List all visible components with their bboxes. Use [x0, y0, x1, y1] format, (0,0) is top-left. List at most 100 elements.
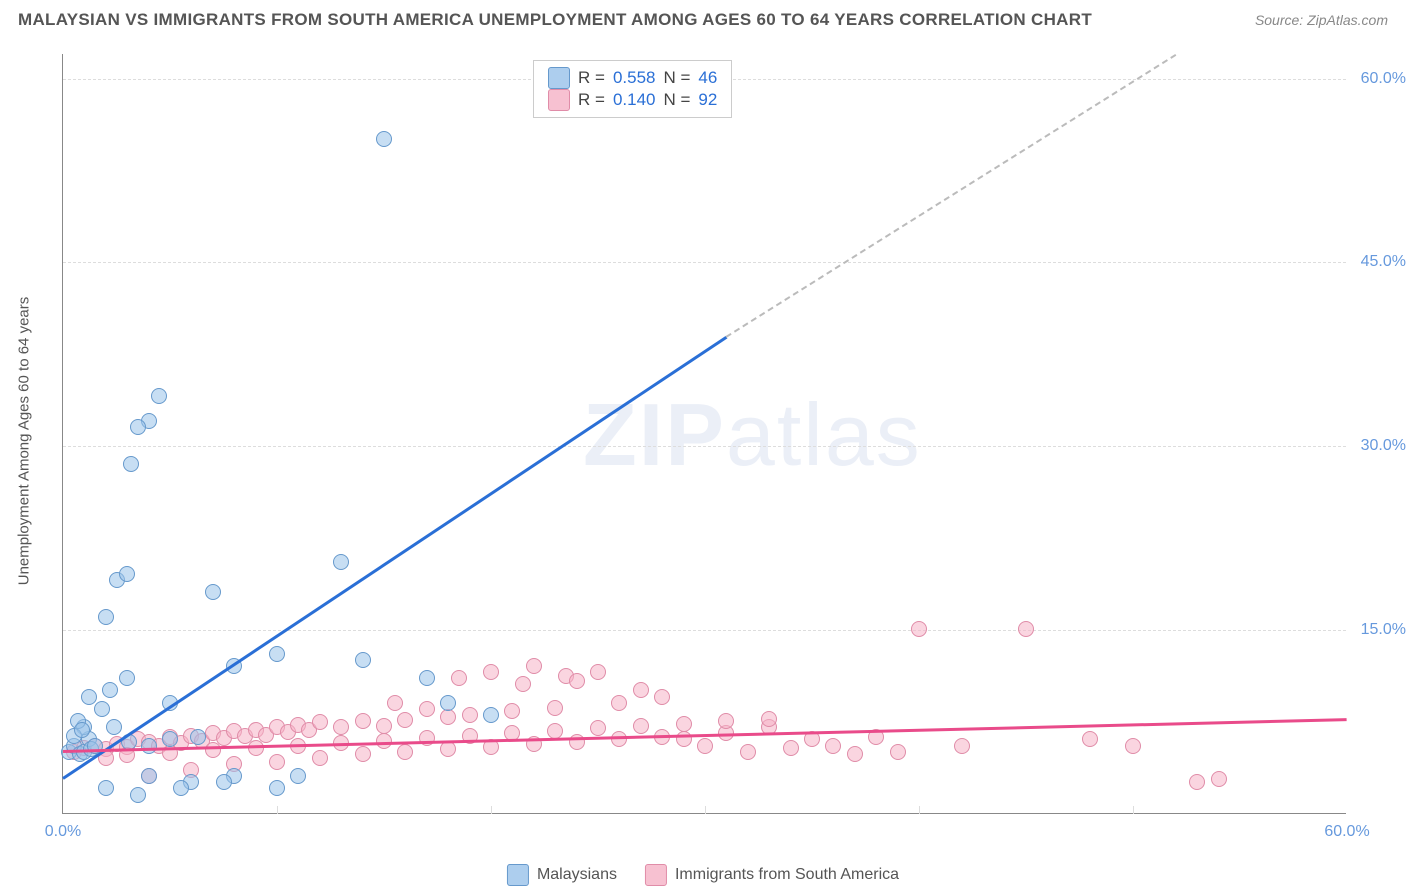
data-point: [290, 768, 306, 784]
data-point: [1211, 771, 1227, 787]
data-point: [173, 780, 189, 796]
data-point: [504, 703, 520, 719]
data-point: [130, 787, 146, 803]
legend-item: Malaysians: [507, 864, 617, 886]
data-point: [676, 716, 692, 732]
data-point: [205, 584, 221, 600]
data-point: [483, 664, 499, 680]
data-point: [162, 731, 178, 747]
data-point: [847, 746, 863, 762]
data-point: [102, 682, 118, 698]
gridline: [63, 630, 1346, 631]
gridline: [919, 806, 920, 814]
data-point: [190, 729, 206, 745]
correlation-chart: Unemployment Among Ages 60 to 64 years Z…: [48, 46, 1358, 836]
data-point: [611, 695, 627, 711]
n-label: N =: [663, 68, 690, 88]
data-point: [81, 689, 97, 705]
data-point: [890, 744, 906, 760]
data-point: [130, 419, 146, 435]
data-point: [119, 670, 135, 686]
stats-row: R = 0.558 N = 46: [548, 67, 717, 89]
data-point: [312, 750, 328, 766]
data-point: [98, 780, 114, 796]
legend-swatch-icon: [548, 89, 570, 111]
data-point: [94, 701, 110, 717]
data-point: [911, 621, 927, 637]
data-point: [312, 714, 328, 730]
data-point: [141, 768, 157, 784]
data-point: [119, 566, 135, 582]
gridline: [63, 446, 1346, 447]
data-point: [590, 664, 606, 680]
n-value: 46: [698, 68, 717, 88]
gridline: [1133, 806, 1134, 814]
data-point: [269, 780, 285, 796]
legend: Malaysians Immigrants from South America: [507, 864, 899, 886]
legend-swatch-icon: [645, 864, 667, 886]
stats-row: R = 0.140 N = 92: [548, 89, 717, 111]
data-point: [397, 712, 413, 728]
y-tick-label: 45.0%: [1361, 253, 1406, 271]
data-point: [355, 652, 371, 668]
data-point: [825, 738, 841, 754]
gridline: [277, 806, 278, 814]
stats-legend: R = 0.558 N = 46R = 0.140 N = 92: [533, 60, 732, 118]
n-value: 92: [698, 90, 717, 110]
data-point: [355, 746, 371, 762]
data-point: [697, 738, 713, 754]
r-value: 0.558: [613, 68, 656, 88]
data-point: [333, 719, 349, 735]
data-point: [1018, 621, 1034, 637]
data-point: [440, 695, 456, 711]
data-point: [123, 456, 139, 472]
data-point: [1082, 731, 1098, 747]
r-value: 0.140: [613, 90, 656, 110]
data-point: [547, 723, 563, 739]
legend-swatch-icon: [548, 67, 570, 89]
legend-label: Malaysians: [537, 866, 617, 884]
gridline: [491, 806, 492, 814]
data-point: [783, 740, 799, 756]
legend-item: Immigrants from South America: [645, 864, 899, 886]
source-attribution: Source: ZipAtlas.com: [1255, 12, 1388, 28]
data-point: [1189, 774, 1205, 790]
y-tick-label: 60.0%: [1361, 70, 1406, 88]
data-point: [440, 741, 456, 757]
data-point: [216, 774, 232, 790]
n-label: N =: [663, 90, 690, 110]
data-point: [483, 707, 499, 723]
data-point: [1125, 738, 1141, 754]
x-tick-label: 60.0%: [1324, 823, 1369, 841]
legend-label: Immigrants from South America: [675, 866, 899, 884]
data-point: [106, 719, 122, 735]
data-point: [440, 709, 456, 725]
trend-line: [726, 54, 1176, 338]
data-point: [633, 682, 649, 698]
data-point: [761, 711, 777, 727]
data-point: [590, 720, 606, 736]
data-point: [376, 718, 392, 734]
data-point: [151, 388, 167, 404]
data-point: [526, 658, 542, 674]
data-point: [333, 554, 349, 570]
chart-title: MALAYSIAN VS IMMIGRANTS FROM SOUTH AMERI…: [18, 10, 1092, 30]
data-point: [387, 695, 403, 711]
data-point: [569, 673, 585, 689]
data-point: [633, 718, 649, 734]
data-point: [141, 738, 157, 754]
data-point: [269, 754, 285, 770]
data-point: [205, 742, 221, 758]
data-point: [654, 689, 670, 705]
gridline: [705, 806, 706, 814]
data-point: [547, 700, 563, 716]
r-label: R =: [578, 68, 605, 88]
data-point: [462, 707, 478, 723]
y-axis-label: Unemployment Among Ages 60 to 64 years: [16, 297, 33, 586]
x-tick-label: 0.0%: [45, 823, 81, 841]
data-point: [98, 609, 114, 625]
y-tick-label: 30.0%: [1361, 437, 1406, 455]
data-point: [611, 731, 627, 747]
y-tick-label: 15.0%: [1361, 621, 1406, 639]
data-point: [355, 713, 371, 729]
